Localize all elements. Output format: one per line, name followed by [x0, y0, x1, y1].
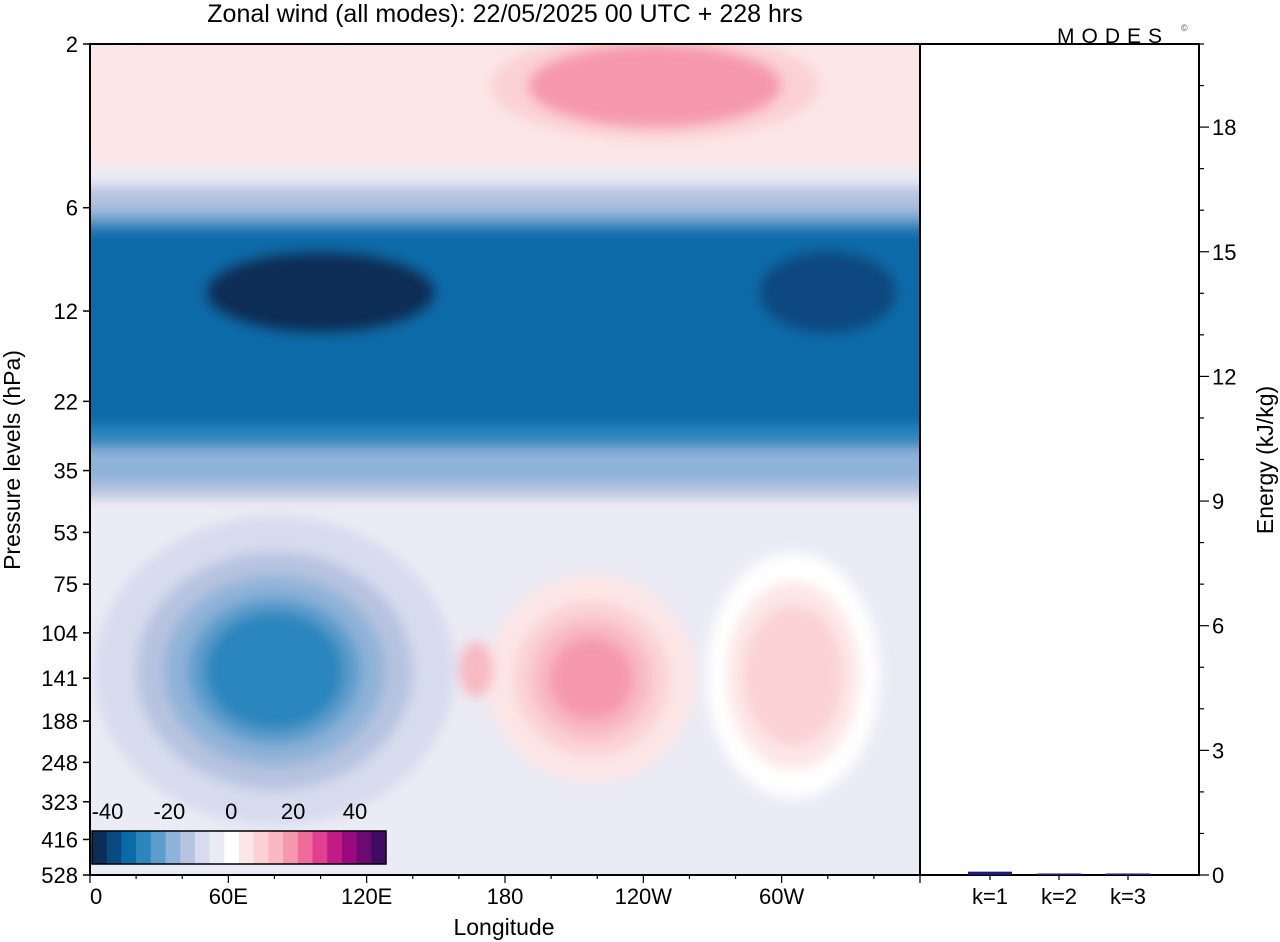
- colorbar-label-2: 0: [225, 799, 237, 824]
- energy-cat-label-0: k=1: [972, 884, 1008, 909]
- x-tick-label-3: 180: [487, 884, 524, 909]
- contour-westerly-core-215: [549, 637, 633, 720]
- colorbar-swatch-4: [150, 831, 166, 864]
- energy-bar-k=2: [1037, 873, 1081, 875]
- map-layers: [90, 44, 920, 826]
- contour-upper-westerly-max: [528, 44, 782, 128]
- colorbar-swatch-2: [121, 831, 137, 864]
- y-tick-label-4: 35: [54, 459, 78, 484]
- colorbar-swatches: [92, 831, 387, 864]
- energy-tick-label-1: 3: [1212, 738, 1224, 763]
- x-tick-label-0: 0: [90, 884, 102, 909]
- energy-bar-k=1: [968, 871, 1012, 875]
- y-tick-label-12: 416: [41, 827, 78, 852]
- colorbar-swatch-16: [327, 831, 343, 864]
- x-axis-longitude: 0 60E 120E 180 120W 60W: [89, 875, 921, 909]
- contour-easterly-core-east: [758, 250, 897, 335]
- colorbar-swatch-7: [194, 831, 211, 864]
- y-tick-label-6: 75: [54, 572, 78, 597]
- colorbar-swatch-12: [268, 831, 284, 864]
- y-tick-label-13: 528: [41, 863, 78, 888]
- energy-cat-label-1: k=2: [1041, 884, 1077, 909]
- colorbar-label-0: -40: [92, 799, 124, 824]
- colorbar-swatch-5: [165, 831, 181, 864]
- energy-tick-label-5: 15: [1212, 240, 1236, 265]
- y-tick-label-2: 12: [54, 299, 78, 324]
- y-tick-label-0: 2: [66, 32, 78, 57]
- colorbar-swatch-10: [239, 831, 255, 864]
- chart-title: Zonal wind (all modes): 22/05/2025 00 UT…: [207, 0, 802, 28]
- x-tick-label-1: 60E: [209, 884, 248, 909]
- energy-bar-k=3: [1106, 873, 1150, 875]
- y-tick-label-1: 6: [66, 196, 78, 221]
- logo-mark: ©: [1181, 23, 1188, 33]
- colorbar-swatch-0: [92, 831, 108, 864]
- energy-y-axis: 0 3 6 9 12 15 18: [1199, 43, 1236, 888]
- x-tick-label-2: 120E: [341, 884, 392, 909]
- colorbar-swatch-9: [224, 831, 240, 864]
- colorbar-labels: -40 -20 0 20 40: [92, 799, 368, 824]
- energy-tick-label-0: 0: [1212, 863, 1224, 888]
- colorbar-swatch-17: [341, 831, 358, 864]
- energy-categories: k=1 k=2 k=3: [972, 875, 1146, 909]
- contour-map: [90, 44, 920, 875]
- x-tick-label-5: 60W: [759, 884, 804, 909]
- energy-bars: [968, 871, 1150, 875]
- y-axis-pressure: 2 6 12 22 35 53 75 104 141 188 248 323 416 528: [41, 32, 90, 888]
- colorbar: -40 -20 0 20 40: [91, 799, 387, 865]
- contour-westerly-core-180: [458, 641, 494, 698]
- y-tick-label-5: 53: [54, 520, 78, 545]
- energy-tick-label-4: 12: [1212, 364, 1236, 389]
- energy-tick-label-2: 6: [1212, 614, 1224, 639]
- colorbar-swatch-14: [297, 831, 313, 864]
- colorbar-swatch-19: [371, 831, 387, 864]
- colorbar-swatch-1: [106, 831, 122, 864]
- energy-tick-label-3: 9: [1212, 489, 1224, 514]
- branding-logo: MODES ©: [1057, 23, 1188, 48]
- energy-axis-label: Energy (kJ/kg): [1252, 386, 1278, 534]
- colorbar-swatch-8: [209, 831, 225, 864]
- energy-panel-frame: [919, 43, 1200, 876]
- colorbar-label-3: 20: [281, 799, 305, 824]
- colorbar-swatch-3: [136, 831, 152, 864]
- colorbar-swatch-11: [253, 831, 269, 864]
- y-tick-label-9: 188: [41, 709, 78, 734]
- colorbar-label-4: 40: [343, 799, 367, 824]
- colorbar-label-1: -20: [153, 799, 185, 824]
- y-tick-label-8: 141: [41, 666, 78, 691]
- energy-panel: 0 3 6 9 12 15 18 k=1 k=2 k=3 Energy (kJ/kg): [919, 43, 1278, 909]
- colorbar-swatch-18: [356, 831, 372, 864]
- colorbar-swatch-15: [312, 831, 328, 864]
- y-tick-label-3: 22: [54, 389, 78, 414]
- x-axis-label: Longitude: [453, 914, 554, 940]
- y-tick-label-10: 248: [41, 750, 78, 775]
- energy-cat-label-2: k=3: [1110, 884, 1146, 909]
- contour-upper-westerly-band: [90, 44, 367, 148]
- colorbar-frame: [91, 830, 387, 865]
- logo-text: MODES: [1057, 25, 1169, 48]
- colorbar-swatch-13: [283, 831, 299, 864]
- y-tick-label-7: 104: [41, 621, 78, 646]
- energy-tick-label-6: 18: [1212, 115, 1236, 140]
- y-tick-label-11: 323: [41, 790, 78, 815]
- y-axis-label: Pressure levels (hPa): [0, 350, 25, 570]
- colorbar-swatch-6: [180, 831, 196, 864]
- contour-westerly-region-60W: [744, 606, 843, 746]
- contour-easterly-core-west: [205, 250, 436, 335]
- x-tick-label-4: 120W: [615, 884, 673, 909]
- contour-tropospheric-easterly-core: [205, 611, 344, 731]
